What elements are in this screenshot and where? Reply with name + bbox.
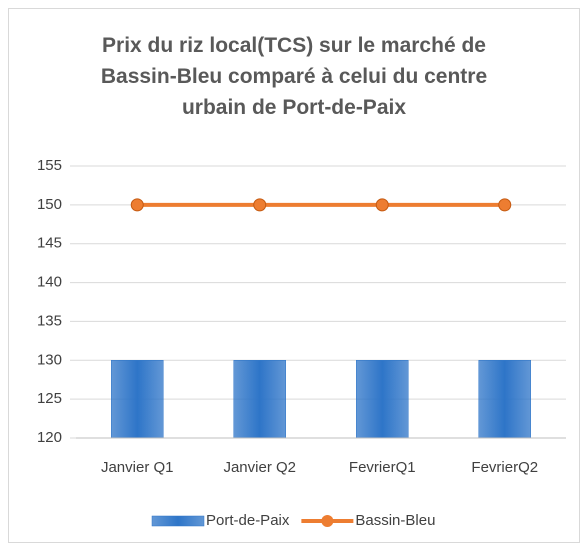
y-tick-label: 145 <box>37 235 62 252</box>
marker <box>130 198 144 212</box>
marker <box>498 198 512 212</box>
chart-border <box>8 8 580 543</box>
y-tick-label: 120 <box>37 429 62 446</box>
bar <box>111 360 164 439</box>
y-tick-label: 125 <box>37 390 62 407</box>
bar <box>356 360 409 439</box>
x-tick-label: FevrierQ1 <box>349 459 416 476</box>
y-tick-label: 130 <box>37 351 62 368</box>
bar <box>478 360 531 439</box>
y-tick-label: 150 <box>37 196 62 213</box>
x-tick-label: Janvier Q2 <box>223 459 296 476</box>
legend-label: Bassin-Bleu <box>355 512 435 529</box>
legend-label: Port-de-Paix <box>206 512 290 529</box>
y-tick-label: 140 <box>37 274 62 291</box>
legend-swatch <box>151 515 205 527</box>
marker <box>253 198 267 212</box>
chart-title: Prix du riz local(TCS) sur le marché de … <box>100 34 488 119</box>
legend-marker <box>321 515 334 527</box>
y-tick-label: 135 <box>37 312 62 329</box>
bar <box>233 360 286 439</box>
x-tick-label: Janvier Q1 <box>101 459 174 476</box>
y-tick-label: 155 <box>37 157 62 174</box>
marker <box>375 198 389 212</box>
x-tick-label: FevrierQ2 <box>471 459 538 476</box>
